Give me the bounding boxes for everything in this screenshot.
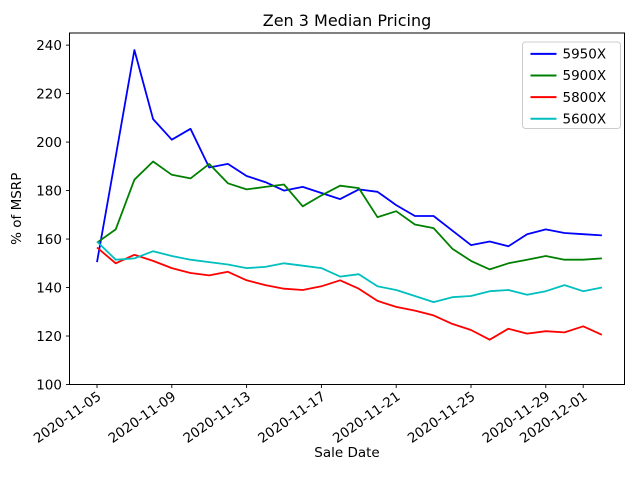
plot-border <box>69 32 625 385</box>
legend-label-5900X: 5900X <box>563 68 607 84</box>
y-tick-label: 160 <box>36 232 62 248</box>
y-tick-label: 120 <box>36 329 62 345</box>
legend-label-5950X: 5950X <box>563 47 607 63</box>
y-tick-label: 240 <box>36 38 62 54</box>
series-line-5900X <box>96 160 602 271</box>
y-tick-label: 100 <box>36 377 62 393</box>
chart-title: Zen 3 Median Pricing <box>263 11 432 30</box>
legend-label-5600X: 5600X <box>563 111 607 127</box>
series-line-5600X <box>96 240 603 304</box>
y-tick-label: 220 <box>36 86 62 102</box>
y-tick-label: 140 <box>36 280 62 296</box>
y-tick-label: 200 <box>36 135 62 151</box>
legend-box <box>522 41 621 129</box>
y-axis-label: % of MSRP <box>9 173 25 245</box>
x-axis-label: Sale Date <box>314 445 379 461</box>
y-tick-label: 180 <box>36 183 62 199</box>
series-line-5950X <box>96 49 602 263</box>
series-line-5800X <box>96 246 603 341</box>
legend-label-5800X: 5800X <box>563 90 607 106</box>
